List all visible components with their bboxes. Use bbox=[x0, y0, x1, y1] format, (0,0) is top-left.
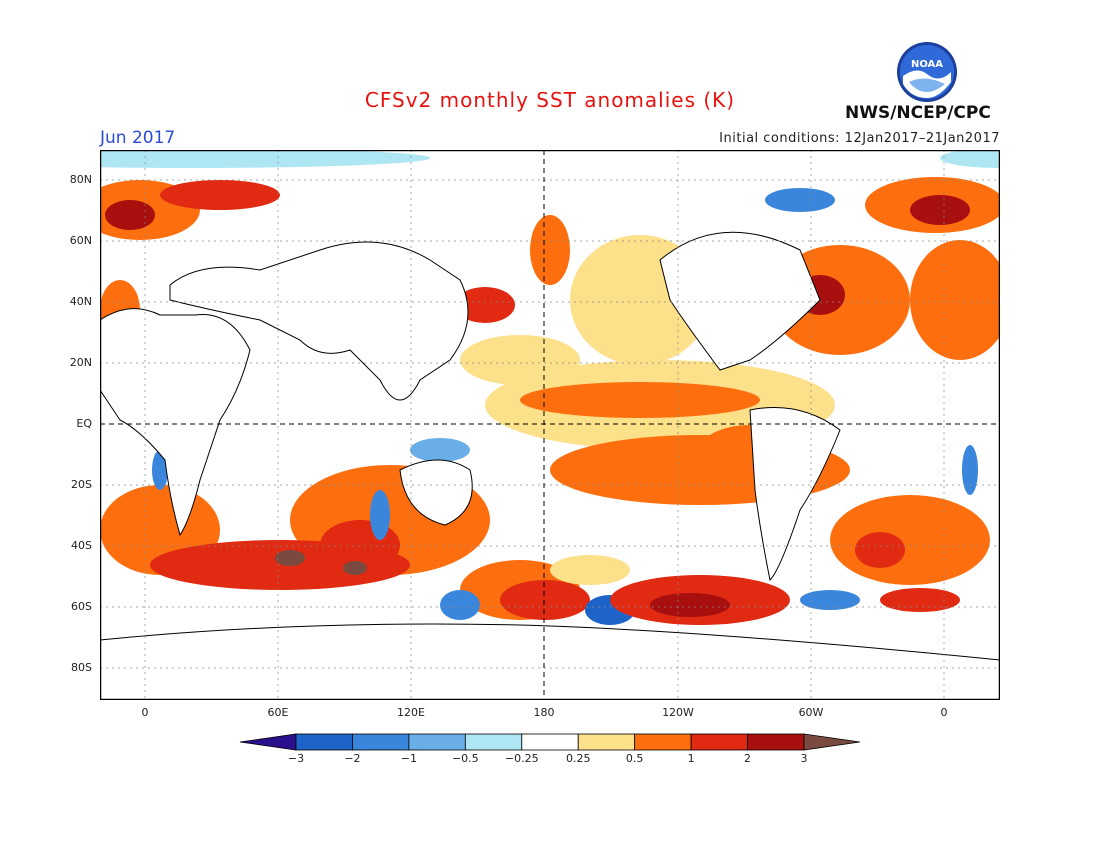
colorbar-min-arrow bbox=[240, 733, 297, 751]
colorbar-swatch bbox=[690, 733, 748, 751]
lat-tick-label: 40S bbox=[71, 539, 92, 552]
lon-tick-label: 180 bbox=[533, 706, 555, 719]
colorbar-label: −2 bbox=[344, 752, 361, 765]
lat-tick-label: 60S bbox=[71, 600, 92, 613]
colorbar-swatch bbox=[577, 733, 636, 751]
colorbar-swatch bbox=[408, 733, 466, 751]
colorbar-label: −0.25 bbox=[504, 752, 539, 765]
colorbar-label: −1 bbox=[400, 752, 417, 765]
eurasia-outline bbox=[169, 241, 469, 401]
initial-conditions-label: Initial conditions: 12Jan2017–21Jan2017 bbox=[719, 131, 1000, 146]
north-america-outline bbox=[659, 231, 821, 371]
antarctica-outline bbox=[100, 623, 1000, 700]
colorbar-swatch bbox=[352, 733, 410, 751]
colorbar-label: 2 bbox=[744, 752, 752, 765]
anomaly-shading bbox=[100, 150, 1000, 625]
colorbar-label: −0.5 bbox=[451, 752, 479, 765]
lat-tick-label: 40N bbox=[69, 295, 92, 308]
africa-outline bbox=[100, 308, 251, 537]
lat-tick-label: EQ bbox=[76, 417, 92, 430]
map-frame bbox=[100, 150, 1000, 700]
grid-lines bbox=[100, 150, 1000, 700]
lon-tick-label: 60E bbox=[267, 706, 289, 719]
colorbar-label: 3 bbox=[800, 752, 808, 765]
colorbar-label: −3 bbox=[287, 752, 305, 765]
lon-tick-label: 0 bbox=[141, 706, 149, 719]
colorbar-label: 1 bbox=[687, 752, 695, 765]
forecast-month-label: Jun 2017 bbox=[100, 128, 176, 148]
equator-dateline bbox=[100, 150, 1000, 700]
lat-tick-label: 20N bbox=[69, 356, 92, 369]
colorbar-swatch bbox=[295, 733, 353, 751]
lon-tick-label: 120W bbox=[662, 706, 694, 719]
lon-tick-label: 120E bbox=[397, 706, 425, 719]
colorbar-swatch bbox=[634, 733, 692, 751]
lat-tick-label: 80S bbox=[71, 661, 92, 674]
sst-anomaly-map bbox=[100, 150, 1000, 700]
south-america-outline bbox=[749, 407, 841, 582]
continent-outlines bbox=[100, 231, 1000, 700]
colorbar-swatch bbox=[747, 733, 805, 751]
lat-tick-label: 60N bbox=[69, 234, 92, 247]
noaa-logo-icon: NOAA bbox=[897, 42, 957, 102]
colorbar-label: 0.25 bbox=[565, 752, 591, 765]
lat-tick-label: 20S bbox=[71, 478, 92, 491]
colorbar-swatch bbox=[521, 733, 579, 751]
lat-tick-label: 80N bbox=[69, 173, 92, 186]
svg-text:NOAA: NOAA bbox=[911, 59, 943, 70]
colorbar bbox=[240, 733, 860, 751]
lon-tick-label: 60W bbox=[798, 706, 824, 719]
chart-title: CFSv2 monthly SST anomalies (K) bbox=[364, 88, 736, 112]
agency-label: NWS/NCEP/CPC bbox=[845, 103, 991, 123]
colorbar-label: 0.5 bbox=[625, 752, 644, 765]
australia-outline bbox=[399, 459, 473, 526]
lon-tick-label: 0 bbox=[940, 706, 948, 719]
colorbar-max-arrow bbox=[803, 733, 860, 751]
colorbar-swatch bbox=[464, 733, 523, 751]
